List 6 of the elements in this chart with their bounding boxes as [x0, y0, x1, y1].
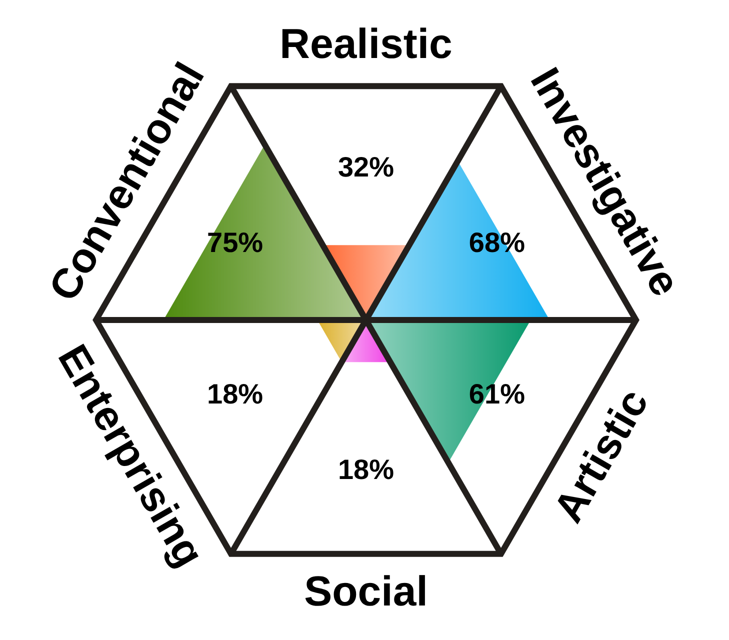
category-label: Realistic [280, 20, 452, 67]
category-label: Social [304, 567, 428, 614]
data-label: 75% [207, 227, 264, 258]
data-label: 18% [207, 378, 264, 410]
data-label: 32% [338, 152, 394, 183]
data-label: 18% [338, 454, 394, 485]
